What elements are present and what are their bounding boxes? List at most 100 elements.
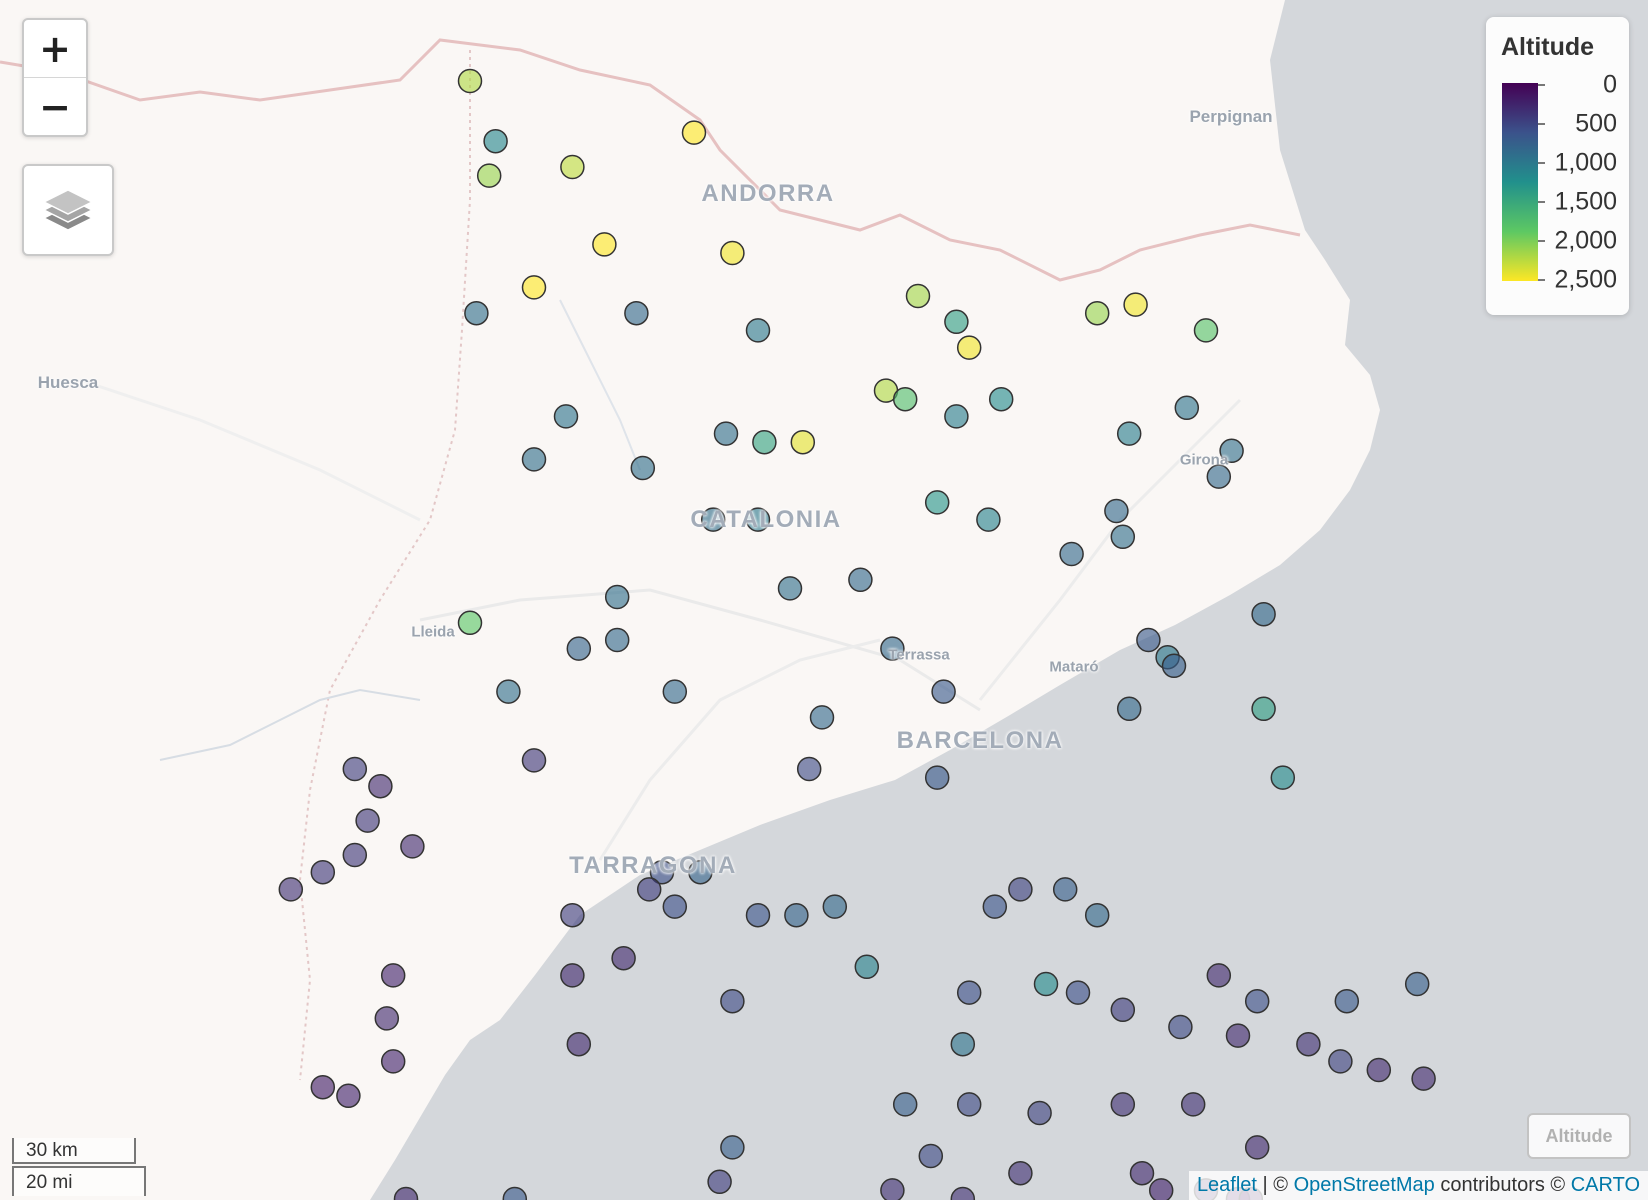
station-marker[interactable] xyxy=(905,283,931,309)
station-marker[interactable] xyxy=(1411,1066,1436,1091)
station-marker[interactable] xyxy=(662,679,688,704)
station-marker[interactable] xyxy=(310,1074,336,1100)
station-marker[interactable] xyxy=(1206,464,1232,489)
station-marker[interactable] xyxy=(956,1092,982,1117)
station-marker[interactable] xyxy=(720,1135,745,1160)
station-marker[interactable] xyxy=(1065,980,1091,1005)
station-marker[interactable] xyxy=(464,300,489,326)
station-marker[interactable] xyxy=(822,894,848,919)
station-marker[interactable] xyxy=(892,1092,918,1117)
station-marker[interactable] xyxy=(777,576,803,601)
leaflet-link[interactable]: Leaflet xyxy=(1196,1174,1257,1196)
station-marker[interactable] xyxy=(502,1186,528,1200)
station-marker[interactable] xyxy=(745,507,771,532)
station-marker[interactable] xyxy=(521,275,547,300)
station-marker[interactable] xyxy=(1123,292,1148,317)
station-marker[interactable] xyxy=(342,842,368,868)
zoom-in-button[interactable]: + xyxy=(24,20,86,78)
station-marker[interactable] xyxy=(1174,395,1200,421)
station-marker[interactable] xyxy=(400,834,425,859)
station-marker[interactable] xyxy=(310,859,336,885)
station-marker[interactable] xyxy=(1334,988,1360,1014)
station-marker[interactable] xyxy=(1404,971,1430,997)
station-marker[interactable] xyxy=(1296,1031,1321,1057)
station-marker[interactable] xyxy=(368,773,393,799)
altitude-layer-toggle[interactable]: Altitude xyxy=(1527,1113,1631,1159)
station-marker[interactable] xyxy=(1225,1023,1251,1048)
station-marker[interactable] xyxy=(1084,902,1110,928)
station-marker[interactable] xyxy=(560,154,585,180)
station-marker[interactable] xyxy=(1110,524,1136,550)
station-marker[interactable] xyxy=(1008,877,1033,902)
station-marker[interactable] xyxy=(1206,963,1232,988)
zoom-out-button[interactable]: − xyxy=(39,84,71,129)
station-marker[interactable] xyxy=(611,945,636,971)
station-marker[interactable] xyxy=(553,404,579,429)
station-marker[interactable] xyxy=(1027,1100,1052,1126)
station-marker[interactable] xyxy=(496,679,521,704)
station-marker[interactable] xyxy=(988,386,1014,412)
station-marker[interactable] xyxy=(1219,438,1244,464)
station-marker[interactable] xyxy=(630,455,656,481)
station-marker[interactable] xyxy=(745,318,771,343)
station-marker[interactable] xyxy=(1052,877,1078,902)
station-marker[interactable] xyxy=(956,335,982,360)
station-marker[interactable] xyxy=(336,1083,361,1109)
station-marker[interactable] xyxy=(1008,1160,1033,1186)
station-marker[interactable] xyxy=(892,386,918,412)
station-marker[interactable] xyxy=(752,429,777,455)
station-marker[interactable] xyxy=(1110,1092,1136,1117)
station-marker[interactable] xyxy=(1033,971,1059,997)
station-marker[interactable] xyxy=(713,421,739,446)
station-marker[interactable] xyxy=(1136,627,1161,653)
station-marker[interactable] xyxy=(1251,696,1276,722)
station-marker[interactable] xyxy=(476,163,502,188)
station-marker[interactable] xyxy=(976,507,1001,532)
station-marker[interactable] xyxy=(380,1049,406,1074)
station-marker[interactable] xyxy=(342,756,368,782)
station-marker[interactable] xyxy=(950,1186,976,1200)
station-marker[interactable] xyxy=(560,963,585,988)
station-marker[interactable] xyxy=(1116,696,1142,722)
station-marker[interactable] xyxy=(1129,1160,1155,1186)
station-marker[interactable] xyxy=(457,68,483,94)
station-marker[interactable] xyxy=(1328,1049,1353,1074)
station-marker[interactable] xyxy=(521,447,547,472)
station-marker[interactable] xyxy=(950,1031,976,1057)
station-marker[interactable] xyxy=(1193,318,1219,343)
station-marker[interactable] xyxy=(688,859,713,885)
station-marker[interactable] xyxy=(649,859,675,885)
station-marker[interactable] xyxy=(848,567,873,593)
station-marker[interactable] xyxy=(1366,1057,1392,1083)
station-marker[interactable] xyxy=(720,240,745,266)
carto-link[interactable]: CARTO xyxy=(1570,1174,1640,1196)
station-marker[interactable] xyxy=(931,679,956,704)
station-marker[interactable] xyxy=(662,894,688,919)
station-marker[interactable] xyxy=(1180,1092,1206,1117)
station-marker[interactable] xyxy=(982,894,1008,919)
station-marker[interactable] xyxy=(1116,421,1142,446)
station-marker[interactable] xyxy=(1251,601,1276,627)
station-marker[interactable] xyxy=(944,309,969,335)
station-marker[interactable] xyxy=(380,963,406,988)
station-marker[interactable] xyxy=(457,610,483,636)
station-marker[interactable] xyxy=(592,232,617,257)
station-marker[interactable] xyxy=(700,507,726,532)
openstreetmap-link[interactable]: OpenStreetMap xyxy=(1293,1174,1435,1196)
station-marker[interactable] xyxy=(1059,541,1084,567)
station-marker[interactable] xyxy=(918,1143,944,1169)
station-marker[interactable] xyxy=(393,1186,419,1200)
station-marker[interactable] xyxy=(521,748,547,773)
station-marker[interactable] xyxy=(924,765,950,790)
station-marker[interactable] xyxy=(1084,300,1110,326)
layers-button[interactable] xyxy=(22,164,114,256)
station-marker[interactable] xyxy=(880,1178,905,1200)
station-marker[interactable] xyxy=(1110,997,1136,1023)
station-marker[interactable] xyxy=(1168,1014,1193,1040)
station-marker[interactable] xyxy=(1104,498,1129,524)
station-marker[interactable] xyxy=(1148,1178,1174,1200)
station-marker[interactable] xyxy=(956,980,982,1005)
station-marker[interactable] xyxy=(483,128,508,154)
station-marker[interactable] xyxy=(1161,653,1187,679)
